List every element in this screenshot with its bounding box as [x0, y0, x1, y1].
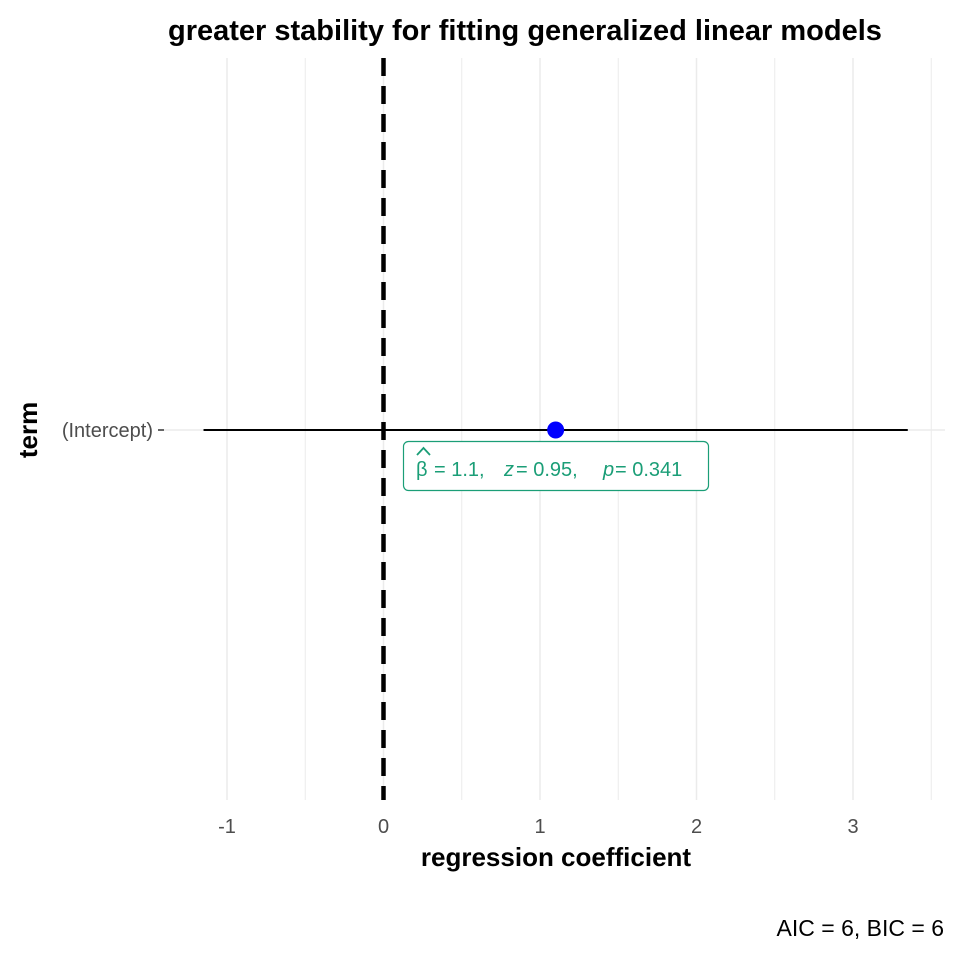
caption: AIC = 6, BIC = 6	[777, 915, 944, 941]
x-tick-label: 2	[691, 816, 702, 838]
estimate-label-box	[402, 440, 710, 492]
y-axis-title: term	[13, 402, 43, 458]
z-value: = 0.95,	[516, 459, 578, 481]
x-axis-title: regression coefficient	[421, 842, 692, 872]
z-symbol: z	[503, 459, 514, 481]
x-tick-label: 0	[378, 816, 389, 838]
x-axis: -1 0 1 2 3	[218, 816, 858, 838]
hat-icon	[416, 446, 431, 456]
estimate-point	[547, 421, 565, 439]
chart-title: greater stability for fitting generalize…	[168, 15, 882, 47]
x-tick-label: 1	[534, 816, 545, 838]
beta-value: = 1.1,	[434, 459, 485, 481]
y-tick-label: (Intercept)	[62, 420, 153, 442]
p-symbol: p	[602, 459, 614, 481]
beta-symbol: β	[416, 459, 428, 481]
x-tick-label: -1	[218, 816, 236, 838]
marks: β = 1.1, z = 0.95, p = 0.341	[203, 421, 908, 492]
y-axis: (Intercept)	[62, 420, 164, 442]
x-tick-label: 3	[847, 816, 858, 838]
p-value: = 0.341	[615, 459, 682, 481]
estimate-label: β = 1.1, z = 0.95, p = 0.341	[402, 440, 710, 492]
